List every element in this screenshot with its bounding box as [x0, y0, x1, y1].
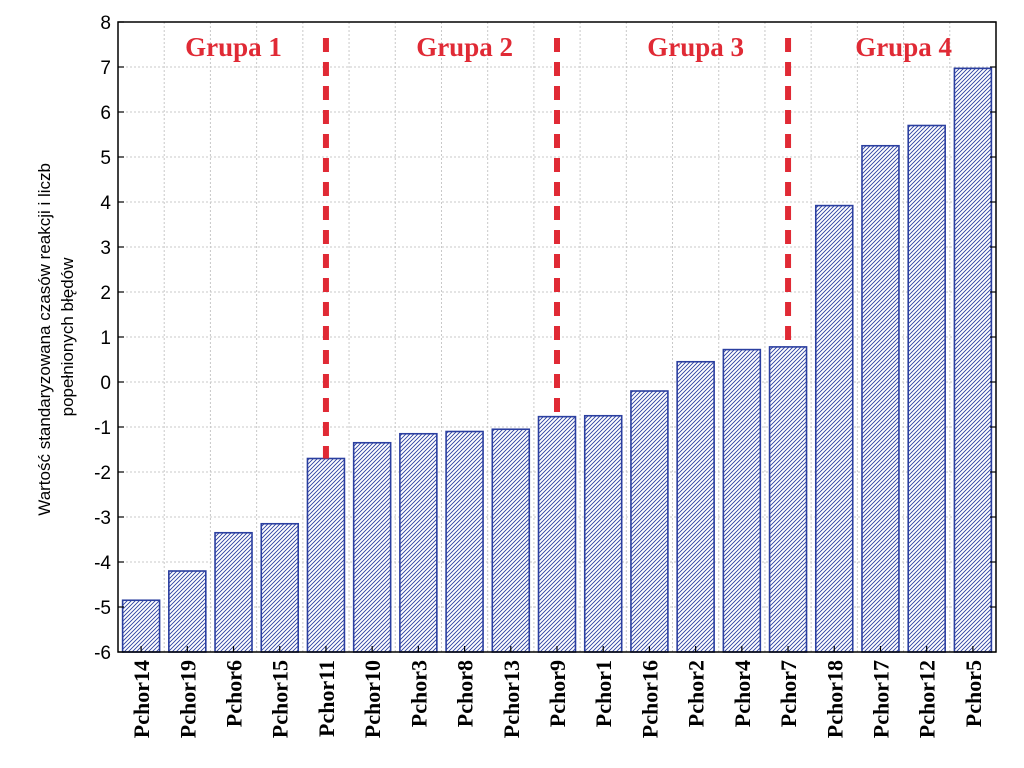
x-tick-label: Pchor16: [637, 660, 662, 738]
bar-pchor11: [306, 457, 346, 653]
bar-pchor12: [907, 124, 946, 653]
x-tick-label: Pchor10: [360, 660, 385, 738]
bar-pchor18: [814, 204, 854, 653]
x-tick-label: Pchor19: [175, 660, 200, 738]
bar-pchor1: [583, 414, 623, 653]
y-tick-label: 1: [100, 328, 111, 349]
y-axis: 8 7 6 5 4 3 2 1 0 -1 -2 -3 -4 -5 -6: [94, 13, 996, 664]
y-tick-label: 5: [100, 148, 111, 169]
x-tick-label: Pchor13: [499, 660, 524, 738]
bar-pchor4: [722, 348, 762, 653]
x-tick-label: Pchor18: [822, 660, 847, 738]
x-tick-label: Pchor15: [268, 660, 293, 738]
bar-pchor17: [861, 144, 900, 653]
bar-pchor14: [121, 599, 161, 653]
group-label-1: Grupa 1: [185, 32, 282, 62]
group-separators: [322, 38, 792, 459]
y-tick-label: 7: [100, 58, 111, 79]
group-label-4: Grupa 4: [855, 32, 952, 62]
y-tick-label: -1: [94, 418, 111, 439]
x-tick-label: Pchor9: [545, 660, 570, 727]
group-label-2: Grupa 2: [416, 32, 513, 62]
x-tick-label: Pchor12: [915, 660, 940, 738]
bar-pchor13: [491, 428, 531, 653]
x-tick-label: Pchor17: [868, 660, 893, 738]
y-tick-label: 3: [100, 238, 111, 259]
x-tick-label: Pchor2: [684, 660, 709, 727]
x-tick-label: Pchor1: [591, 660, 616, 727]
bar-pchor7: [768, 346, 808, 653]
x-tick-label: Pchor4: [730, 660, 755, 727]
bar-pchor16: [630, 390, 669, 653]
y-tick-label: 4: [100, 193, 111, 214]
y-tick-label: -4: [94, 553, 111, 574]
y-tick-label: -6: [94, 643, 111, 664]
y-axis-label: Wartość standaryzowana czasów reakcji i …: [35, 158, 77, 515]
y-axis-label-line-2: popełnionych błędów: [58, 257, 77, 417]
x-tick-label: Pchor3: [406, 660, 431, 727]
x-tick-label: Pchor5: [961, 660, 986, 727]
bar-pchor5: [953, 67, 993, 653]
y-tick-label: -5: [94, 598, 111, 619]
bar-pchor15: [260, 522, 300, 653]
y-axis-label-line-1: Wartość standaryzowana czasów reakcji i …: [35, 163, 54, 516]
bar-pchor3: [399, 432, 438, 653]
y-tick-label: 6: [100, 103, 111, 124]
bar-pchor9: [537, 415, 577, 653]
group-labels: Grupa 1 Grupa 2 Grupa 3 Grupa 4: [185, 32, 952, 62]
bar-pchor19: [168, 570, 207, 653]
bar-pchor10: [352, 441, 392, 653]
bars: [121, 67, 993, 653]
x-tick-label: Pchor7: [776, 660, 801, 727]
y-tick-label: 8: [100, 13, 111, 34]
x-tick-label: Pchor6: [222, 660, 247, 727]
x-axis: Pchor14 Pchor19 Pchor6 Pchor15 Pchor11 Pchor1…: [129, 646, 986, 738]
y-tick-label: -3: [94, 508, 111, 529]
bar-pchor6: [214, 531, 253, 653]
x-tick-label: Pchor11: [314, 660, 339, 737]
y-tick-label: 0: [100, 373, 111, 394]
y-tick-label: -2: [94, 463, 111, 484]
bar-pchor8: [445, 430, 484, 653]
x-tick-label: Pchor14: [129, 660, 154, 738]
y-tick-label: 2: [100, 283, 111, 304]
bar-pchor2: [676, 360, 715, 653]
group-label-3: Grupa 3: [647, 32, 744, 62]
x-tick-label: Pchor8: [453, 660, 478, 727]
